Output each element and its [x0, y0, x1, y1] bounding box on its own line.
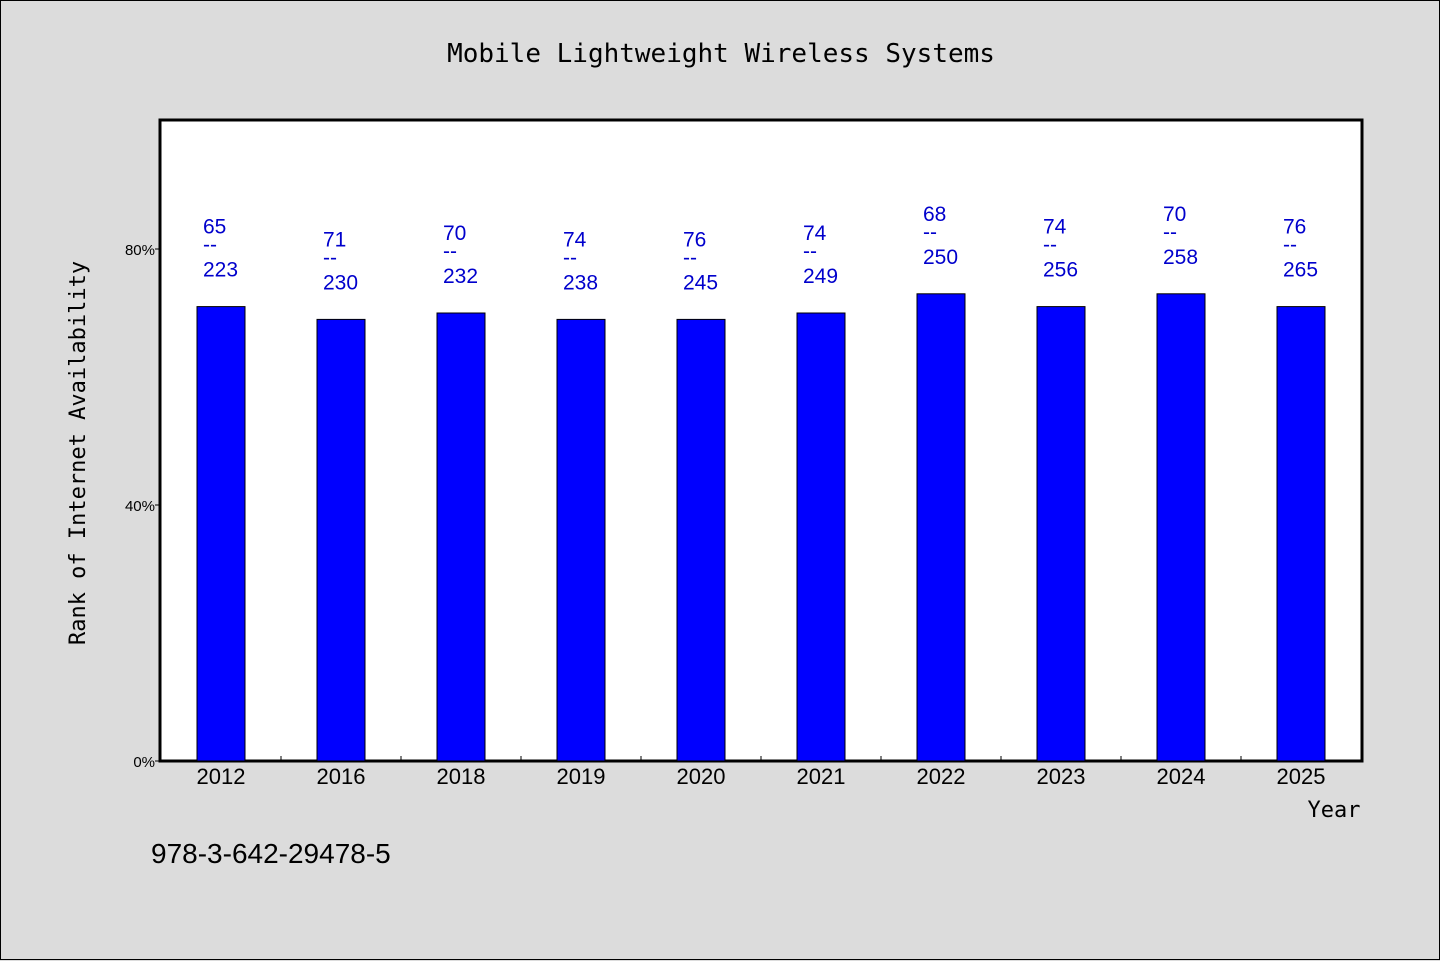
data-label-bottom-2025: 265: [1283, 259, 1318, 282]
bar-2012: [196, 306, 246, 762]
y-tick-label-80%: 80%: [125, 242, 155, 259]
bar-2018: [436, 312, 486, 762]
data-label-bottom-2020: 245: [683, 271, 718, 294]
data-label-bottom-2021: 249: [803, 265, 838, 288]
data-label-separator-2024: --: [1163, 221, 1177, 244]
data-label-separator-2019: --: [563, 246, 577, 269]
x-tick-label-2025: 2025: [1277, 764, 1326, 789]
data-label-bottom-2023: 256: [1043, 259, 1078, 282]
data-label-top-2025: 76: [1283, 216, 1306, 239]
data-label-bottom-2022: 250: [923, 246, 958, 269]
y-tick-label-0%: 0%: [133, 754, 155, 771]
x-tick-label-2021: 2021: [797, 764, 846, 789]
data-label-top-2022: 68: [923, 203, 946, 226]
data-label-top-2020: 76: [683, 228, 706, 251]
data-label-top-2018: 70: [443, 222, 466, 245]
data-label-top-2023: 74: [1043, 216, 1067, 239]
data-labels-group: 65--22371--23070--23274--23876--24574--2…: [203, 203, 1318, 295]
x-axis-ticks: 2012 2016 2018 2019 2020 2021 2022 2023 2024 2025: [197, 756, 1326, 789]
data-label-top-2019: 74: [563, 228, 587, 251]
x-axis-title: Year: [1308, 798, 1361, 823]
footer-code: 978-3-642-29478-5: [151, 838, 391, 869]
x-tick-label-2023: 2023: [1037, 764, 1086, 789]
data-label-separator-2018: --: [443, 240, 457, 263]
data-label-bottom-2024: 258: [1163, 246, 1198, 269]
y-tick-label-40%: 40%: [125, 498, 155, 515]
data-label-top-2024: 70: [1163, 203, 1186, 226]
x-tick-label-2022: 2022: [917, 764, 966, 789]
bars-group: [196, 293, 1326, 762]
data-label-bottom-2012: 223: [203, 259, 238, 282]
data-label-separator-2020: --: [683, 246, 697, 269]
data-label-separator-2016: --: [323, 246, 337, 269]
chart-title: Mobile Lightweight Wireless Systems: [447, 39, 995, 69]
bar-2022: [916, 293, 966, 762]
data-label-top-2012: 65: [203, 216, 226, 239]
data-label-separator-2023: --: [1043, 234, 1057, 257]
x-tick-label-2016: 2016: [317, 764, 366, 789]
x-tick-label-2020: 2020: [677, 764, 726, 789]
data-label-top-2016: 71: [323, 228, 346, 251]
bar-2021: [796, 312, 846, 762]
bar-2023: [1036, 306, 1086, 762]
data-label-bottom-2018: 232: [443, 265, 478, 288]
x-tick-label-2024: 2024: [1157, 764, 1206, 789]
bar-2020: [676, 318, 726, 762]
y-axis-title: Rank of Internet Availability: [66, 261, 91, 645]
data-label-separator-2022: --: [923, 221, 937, 244]
data-label-top-2021: 74: [803, 222, 827, 245]
data-label-separator-2025: --: [1283, 234, 1297, 257]
data-label-bottom-2019: 238: [563, 271, 598, 294]
y-axis-ticks: 0% 40% 80%: [125, 242, 161, 771]
data-label-bottom-2016: 230: [323, 271, 358, 294]
bar-2016: [316, 318, 366, 762]
bar-2025: [1276, 306, 1326, 762]
x-tick-label-2012: 2012: [197, 764, 246, 789]
data-label-separator-2012: --: [203, 234, 217, 257]
bar-2024: [1156, 293, 1206, 762]
bar-2019: [556, 318, 606, 762]
data-label-separator-2021: --: [803, 240, 817, 263]
x-tick-label-2018: 2018: [437, 764, 486, 789]
x-tick-label-2019: 2019: [557, 764, 606, 789]
